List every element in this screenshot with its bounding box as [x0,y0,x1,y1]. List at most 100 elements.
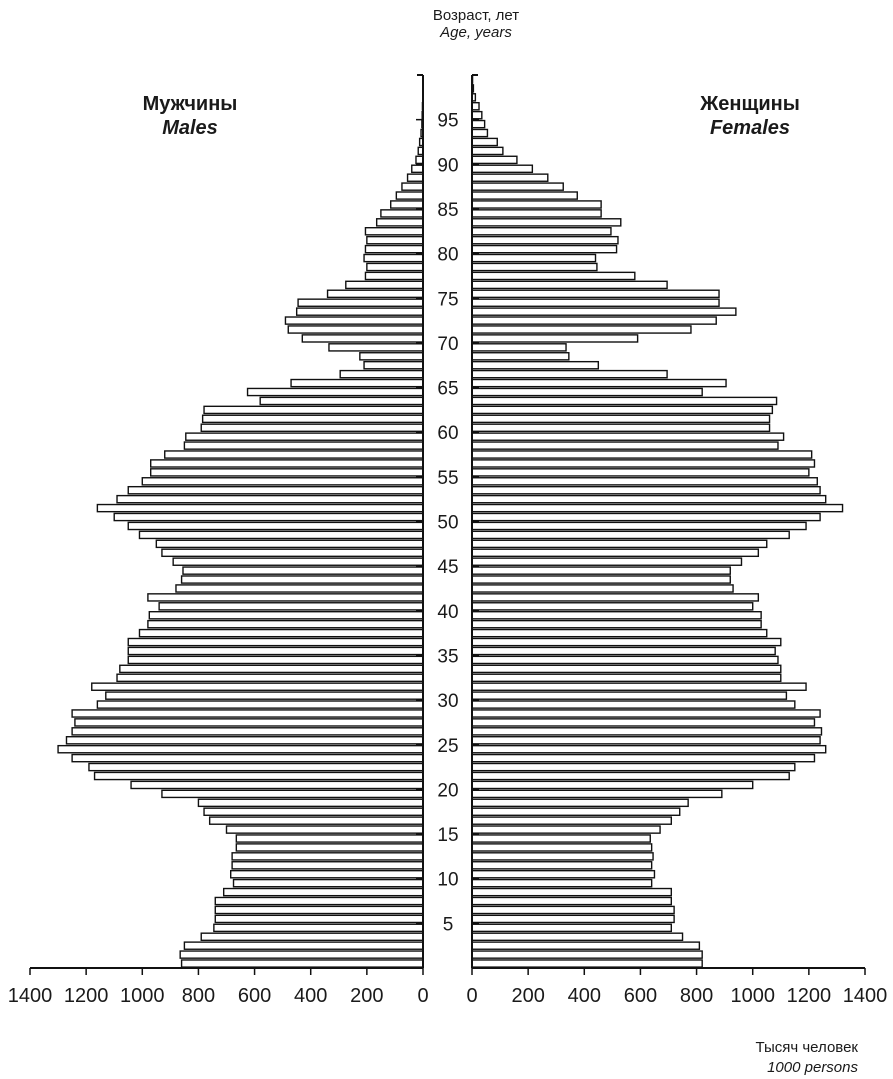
male-bar-age-57 [164,450,424,459]
male-bar-age-53 [127,485,424,495]
female-bar-age-3 [471,932,684,942]
female-bar-age-79 [471,253,597,263]
male-bar-age-47 [155,539,424,549]
female-bar-age-43 [471,575,731,584]
female-bar-age-11 [471,861,653,870]
female-bar-age-47 [471,539,768,549]
age-tick-label: 70 [437,334,458,355]
female-bar-age-38 [471,619,762,629]
male-bar-age-2 [183,941,424,950]
female-bar-age-17 [471,807,681,816]
male-bar-age-69 [328,343,424,352]
female-bar-age-72 [471,316,717,325]
male-bar-age-19 [161,789,424,799]
female-bar-age-51 [471,503,844,513]
female-bar-age-59 [471,432,785,441]
male-bar-age-18 [197,798,424,808]
age-tick-label: 80 [437,245,458,266]
female-bar-age-67 [471,360,600,370]
male-bar-age-61 [201,414,424,424]
male-bar-age-22 [88,762,424,772]
female-bar-age-93 [471,128,489,138]
female-bar-age-26 [471,727,823,736]
age-tick-label: 55 [437,468,458,489]
female-bar-age-90 [471,155,518,165]
male-bar-age-60 [200,423,424,433]
male-x-tick-label: 1400 [8,985,53,1007]
female-bar-age-92 [471,137,498,147]
female-bar-age-30 [471,691,788,700]
female-x-tick-label: 1000 [730,985,775,1007]
male-bar-age-71 [287,325,424,334]
female-bar-age-13 [471,843,653,852]
male-bar-age-13 [235,843,424,852]
female-bar-age-41 [471,593,760,602]
male-bar-age-77 [364,271,424,281]
female-x-tick-label: 400 [568,985,601,1007]
female-bar-age-1 [471,950,703,959]
male-bar-age-1 [179,950,424,959]
males-bars [57,84,424,968]
male-bar-age-35 [127,646,424,656]
female-bar-age-80 [471,244,618,254]
male-bar-age-72 [284,316,424,325]
male-x-tick-label: 600 [238,985,271,1007]
female-bar-age-54 [471,477,818,486]
male-bar-age-26 [71,727,424,736]
male-bar-age-65 [290,378,424,388]
male-bar-age-90 [415,155,424,165]
females-label-ru: Женщины [700,93,800,115]
male-bar-age-59 [185,432,424,441]
male-bar-age-67 [363,360,424,370]
female-bar-age-65 [471,378,727,388]
female-bar-age-8 [471,887,673,897]
female-bar-age-31 [471,682,807,691]
male-x-tick-label: 1000 [120,985,165,1007]
male-bar-age-54 [141,477,424,486]
male-bar-age-20 [130,780,424,790]
male-bar-age-21 [93,771,424,781]
female-bar-age-9 [471,878,653,888]
male-bar-age-0 [180,959,424,968]
female-bar-age-94 [471,119,486,129]
male-bar-age-82 [364,227,424,236]
female-bar-age-44 [471,566,731,575]
age-axis-title-ru: Возраст, лет [432,7,520,24]
female-bar-age-36 [471,637,782,647]
male-bar-age-44 [182,566,424,575]
female-bar-age-19 [471,789,723,799]
female-bar-age-42 [471,584,734,593]
female-bar-age-82 [471,227,612,236]
male-x-tick-label: 200 [350,985,383,1007]
female-bar-age-61 [471,414,771,424]
female-bar-age-18 [471,798,689,808]
age-tick-label: 10 [437,870,458,891]
female-bar-age-34 [471,655,779,665]
male-bar-age-41 [147,593,424,602]
female-bar-age-33 [471,664,782,674]
male-bar-age-32 [116,673,424,683]
male-bar-age-30 [105,691,424,700]
male-bar-age-46 [161,548,424,558]
age-tick-label: 90 [437,155,458,176]
male-bar-age-66 [339,369,424,379]
age-tick-label: 20 [437,780,458,801]
female-bar-age-64 [471,387,703,397]
age-tick-label: 95 [437,111,458,132]
male-bar-age-85 [390,200,424,209]
female-bar-age-81 [471,235,619,245]
male-bar-age-37 [138,628,424,638]
male-bar-age-34 [127,655,424,665]
female-bar-age-32 [471,673,782,683]
x-axis-unit-label: Тысяч человек 1000 persons [680,1038,858,1078]
male-bar-age-8 [222,887,424,897]
male-bar-age-28 [71,709,424,718]
female-bar-age-12 [471,852,654,861]
male-bar-age-23 [71,753,424,763]
male-bar-age-27 [74,718,424,727]
female-bar-age-37 [471,628,768,638]
male-bar-age-6 [214,905,424,915]
male-x-tick-label: 1200 [64,985,109,1007]
female-bar-age-73 [471,307,737,316]
female-bar-age-49 [471,521,807,531]
